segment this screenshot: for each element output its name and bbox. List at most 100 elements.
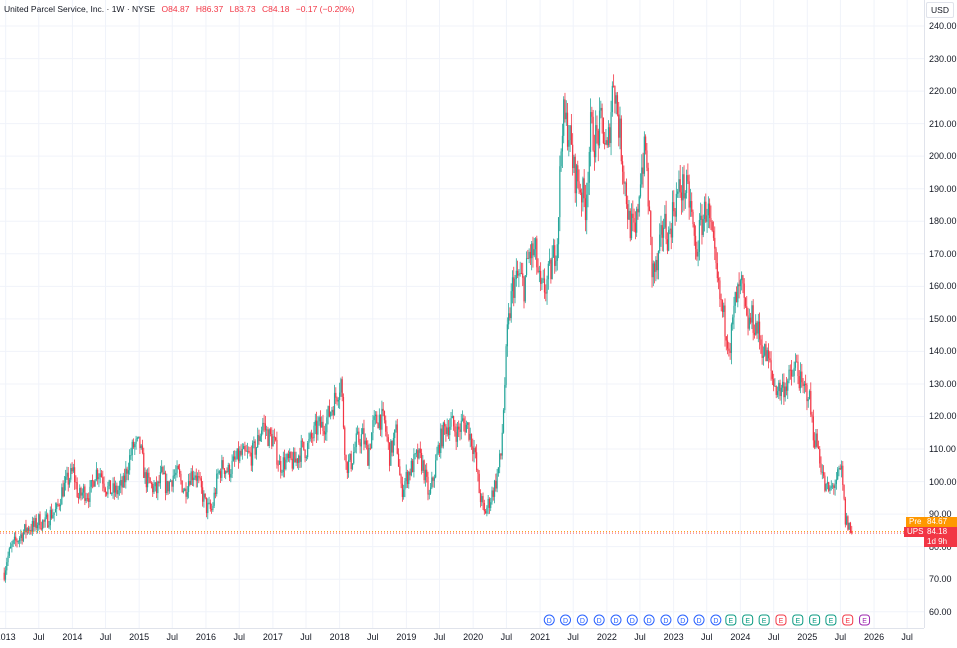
time-axis-label: 2015 [129, 632, 150, 642]
candle-body [412, 460, 414, 473]
candle-body [342, 396, 345, 428]
candle-body [692, 211, 694, 225]
time-axis[interactable]: 2013 Jul 2014 Jul 2015 Jul 2016 Jul 2017 Jul 2018 J… [0, 628, 924, 648]
candle-body [725, 336, 727, 341]
candle-body [482, 496, 484, 503]
candle-body [710, 218, 712, 222]
candle-body [668, 230, 670, 251]
candle-body [387, 437, 389, 443]
candle-body [350, 453, 352, 469]
candle-body [555, 260, 557, 266]
candle-body [392, 438, 395, 453]
candle-body [181, 480, 183, 493]
candle-body [607, 127, 610, 146]
candle-body [341, 379, 343, 397]
candle-body [25, 524, 27, 533]
candle-body [149, 477, 151, 483]
candle-body [609, 127, 611, 144]
candle-body [550, 259, 552, 280]
symbol-title: United Parcel Service, Inc. · 1W · NYSE [4, 4, 156, 14]
event-marker-label: D [713, 618, 718, 625]
candle-body [235, 458, 237, 460]
price-axis-label: 150.00 [929, 313, 957, 324]
candle-body [239, 450, 241, 462]
candle-body [470, 433, 473, 447]
candle-body [377, 423, 379, 429]
candle-body [372, 420, 374, 433]
time-axis-label: Jul [433, 632, 446, 642]
high-value: 86.37 [201, 4, 224, 14]
candle-body [187, 481, 190, 493]
candle-body [501, 432, 503, 456]
candle-body [204, 493, 206, 498]
candle-body [639, 184, 642, 197]
candle-body [114, 485, 117, 493]
candle-body [762, 355, 765, 358]
event-marker-label: E [862, 618, 867, 625]
candle-body [505, 346, 507, 385]
candle-body [666, 239, 668, 251]
candle-body [614, 86, 616, 104]
candle-body [359, 442, 361, 447]
candle-body [367, 444, 369, 466]
earnings-marker [859, 614, 871, 626]
candle-body [285, 459, 287, 470]
candle-body [474, 448, 476, 453]
candle-body [441, 428, 443, 447]
candle-body [652, 263, 654, 278]
candle-body [30, 529, 32, 532]
candle-body [283, 457, 286, 470]
candle-body [515, 270, 517, 279]
candle-body [118, 485, 121, 491]
candle-body [417, 450, 419, 459]
candle-body [255, 447, 258, 455]
candle-body [296, 458, 298, 463]
candle-body [478, 473, 480, 493]
candle-body [333, 392, 336, 416]
currency-button[interactable]: USD [926, 2, 954, 18]
candle-body [765, 344, 767, 362]
candle-body [454, 426, 456, 433]
candle-body [812, 416, 814, 441]
time-axis-label: Jul [33, 632, 45, 642]
candle-body [268, 429, 270, 446]
candle-body [697, 251, 699, 257]
candle-body [75, 482, 77, 483]
candle-body [29, 529, 31, 531]
candle-body [656, 259, 658, 271]
candle-body [17, 541, 19, 543]
candle-body [179, 469, 181, 474]
candle-body [583, 178, 585, 199]
candle-body [572, 144, 574, 169]
candle-body [596, 125, 598, 131]
candle-body [86, 498, 89, 500]
candle-body [241, 448, 243, 455]
candle-body [332, 409, 334, 416]
candle-body [621, 161, 624, 172]
candle-body [400, 475, 402, 484]
candle-body [189, 481, 191, 485]
candle-body [48, 525, 50, 528]
candle-body [840, 465, 843, 470]
candle-body [554, 245, 556, 266]
candle-body [410, 460, 412, 476]
candle-body [851, 530, 853, 534]
candle-body [271, 433, 273, 447]
candle-body [709, 203, 711, 219]
candle-body [519, 273, 521, 274]
earnings-marker [758, 614, 770, 626]
candle-body [154, 482, 156, 487]
candle-body [741, 275, 743, 281]
candle-body [678, 179, 680, 192]
candle-body [405, 471, 407, 482]
candle-body [146, 472, 149, 488]
candle-body [776, 391, 779, 395]
candle-body [130, 455, 132, 456]
candle-body [190, 471, 192, 485]
candle-body [161, 466, 163, 472]
candle-body [497, 467, 499, 474]
last-price: 84.18 [924, 527, 957, 537]
candle-body [77, 497, 80, 498]
